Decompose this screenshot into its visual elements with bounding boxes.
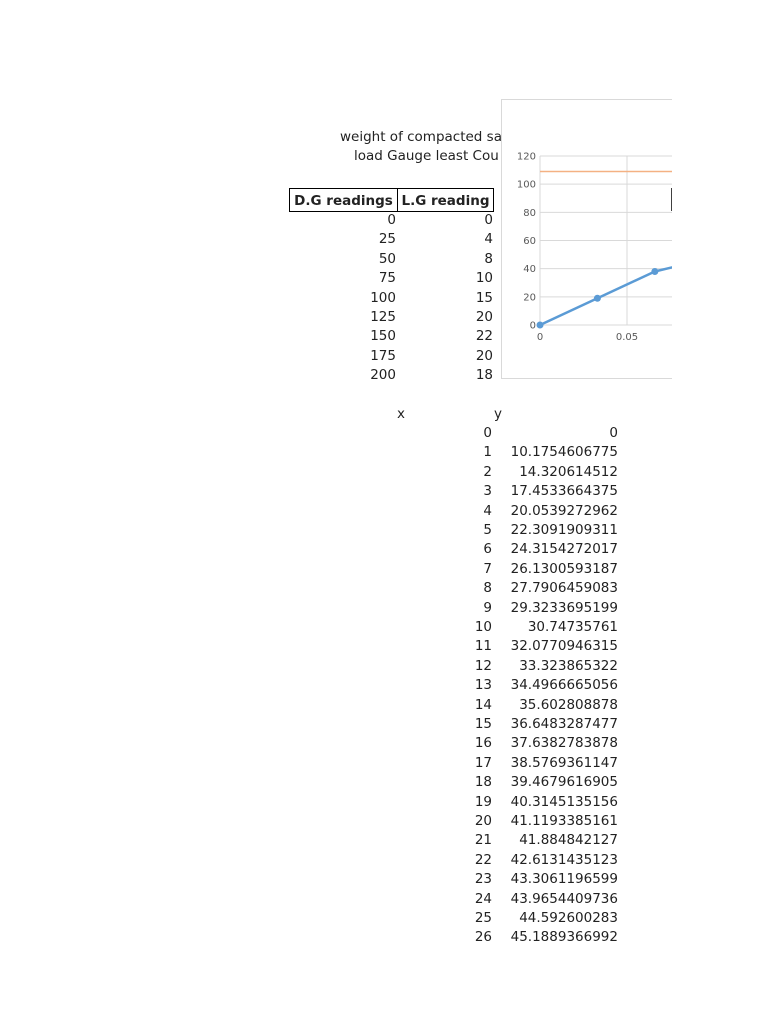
lg-reading-cell: 20	[475, 347, 493, 364]
dg-reading-cell: 50	[378, 250, 396, 267]
x-value-cell: 26	[474, 929, 492, 946]
lg-reading-cell: 18	[475, 367, 493, 384]
x-value-cell: 3	[483, 483, 492, 500]
x-tick-label: 0	[537, 332, 543, 343]
x-value-cell: 21	[474, 832, 492, 849]
y-value-cell: 32.0770946315	[510, 638, 618, 655]
lg-reading-cell: 22	[475, 328, 493, 345]
y-tick-label: 80	[523, 208, 536, 219]
y-value-cell: 35.602808878	[519, 696, 618, 713]
x-value-cell: 22	[474, 851, 492, 868]
y-value-cell: 41.884842127	[519, 832, 618, 849]
x-value-cell: 24	[474, 890, 492, 907]
x-value-cell: 11	[474, 638, 492, 655]
chart[interactable]: 0 20 40 60 80 100 120 0 0.05	[501, 99, 672, 379]
y-value-cell: 10.1754606775	[510, 444, 618, 461]
dg-reading-cell: 125	[370, 309, 396, 325]
y-value-cell: 45.1889366992	[510, 929, 618, 946]
x-value-cell: 10	[474, 619, 492, 635]
y-value-cell: 22.3091909311	[510, 522, 618, 538]
dg-reading-cell: 75	[378, 270, 396, 287]
x-tick-label: 0.05	[616, 332, 638, 343]
y-value-cell: 30.74735761	[527, 619, 618, 635]
lg-reading-cell: 10	[475, 270, 493, 287]
x-value-cell: 6	[483, 541, 492, 558]
y-tick-label: 0	[530, 321, 536, 332]
x-column-header: x	[397, 406, 405, 422]
y-value-cell: 20.0539272962	[510, 502, 618, 519]
x-value-cell: 4	[483, 502, 492, 519]
x-value-cell: 7	[483, 560, 492, 577]
x-value-cell: 18	[474, 774, 492, 791]
x-value-cell: 17	[474, 754, 492, 771]
lg-reading-cell: 15	[475, 289, 493, 306]
chart-edge-marker	[671, 188, 672, 211]
x-value-cell: 15	[474, 716, 492, 732]
y-value-cell: 17.4533664375	[510, 483, 618, 500]
y-value-cell: 36.6483287477	[510, 716, 618, 732]
x-value-cell: 14	[474, 696, 492, 713]
x-value-cell: 20	[474, 813, 492, 829]
x-value-cell: 2	[483, 463, 492, 480]
y-tick-label: 100	[517, 180, 536, 191]
y-value-cell: 0	[609, 425, 618, 441]
y-value-cell: 29.3233695199	[510, 599, 618, 616]
x-value-cell: 23	[474, 871, 492, 888]
chart-svg: 0 20 40 60 80 100 120 0 0.05	[517, 152, 672, 343]
dg-readings-header: D.G readings	[289, 188, 398, 212]
x-value-cell: 9	[483, 599, 492, 616]
series-line	[539, 266, 672, 327]
y-value-cell: 43.3061196599	[510, 871, 618, 888]
data-point	[651, 267, 659, 275]
y-value-cell: 14.320614512	[519, 463, 618, 480]
y-value-cell: 37.6382783878	[510, 735, 618, 752]
dg-reading-cell: 25	[378, 231, 396, 248]
y-tick-label: 60	[523, 236, 536, 247]
y-value-cell: 27.7906459083	[510, 580, 618, 597]
y-value-cell: 40.3145135156	[510, 793, 618, 810]
x-value-cell: 0	[483, 425, 492, 441]
dg-reading-cell: 150	[370, 328, 396, 345]
y-value-cell: 26.1300593187	[510, 560, 618, 577]
y-value-cell: 33.323865322	[519, 657, 618, 674]
dg-reading-cell: 0	[387, 212, 396, 228]
x-value-cell: 12	[474, 657, 492, 674]
y-tick-label: 40	[523, 264, 536, 275]
x-value-cell: 5	[483, 522, 492, 538]
x-value-cell: 25	[474, 910, 492, 926]
y-tick-label: 120	[517, 152, 536, 163]
data-point	[536, 321, 544, 329]
y-value-cell: 24.3154272017	[510, 541, 618, 558]
lg-reading-cell: 8	[484, 250, 493, 267]
x-value-cell: 8	[483, 580, 492, 597]
x-value-cell: 19	[474, 793, 492, 810]
lg-reading-cell: 4	[484, 231, 493, 248]
dg-reading-cell: 100	[370, 289, 396, 306]
x-value-cell: 16	[474, 735, 492, 752]
y-value-cell: 43.9654409736	[510, 890, 618, 907]
data-point	[593, 294, 601, 302]
header-line-1: weight of compacted sa	[340, 129, 502, 145]
y-value-cell: 42.6131435123	[510, 851, 618, 868]
y-value-cell: 38.5769361147	[510, 754, 618, 771]
x-value-cell: 1	[483, 444, 492, 461]
y-value-cell: 39.4679616905	[510, 774, 618, 791]
dg-reading-cell: 175	[370, 347, 396, 364]
lg-reading-cell: 20	[475, 309, 493, 325]
y-value-cell: 44.592600283	[519, 910, 618, 926]
lg-reading-cell: 0	[484, 212, 493, 228]
y-column-header: y	[494, 406, 502, 422]
lg-reading-header: L.G reading	[397, 188, 494, 212]
y-value-cell: 41.1193385161	[510, 813, 618, 829]
y-tick-label: 20	[523, 292, 536, 303]
header-line-2: load Gauge least Cou	[354, 148, 499, 164]
y-value-cell: 34.4966665056	[510, 677, 618, 694]
x-value-cell: 13	[474, 677, 492, 694]
dg-reading-cell: 200	[370, 367, 396, 384]
